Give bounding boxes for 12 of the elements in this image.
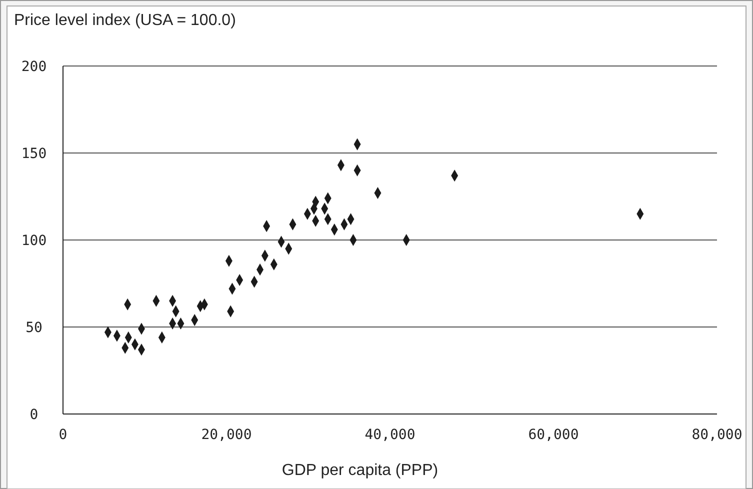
y-tick-label: 200 xyxy=(21,58,47,75)
x-tick-label: 60,000 xyxy=(528,427,579,443)
y-tick-label: 100 xyxy=(21,232,47,249)
y-tick-label: 0 xyxy=(30,406,38,423)
x-tick-label: 80,000 xyxy=(692,427,742,443)
x-tick-label: 0 xyxy=(58,427,68,443)
y-tick-label: 150 xyxy=(21,146,47,162)
y-axis-title: Price level index (USA = 100.0) xyxy=(14,12,236,29)
y-tick-label: 50 xyxy=(26,320,42,336)
x-tick-label: 20,000 xyxy=(201,427,252,443)
x-axis-title: GDP per capita (PPP) xyxy=(282,462,438,479)
x-tick-label: 40,000 xyxy=(364,427,416,443)
